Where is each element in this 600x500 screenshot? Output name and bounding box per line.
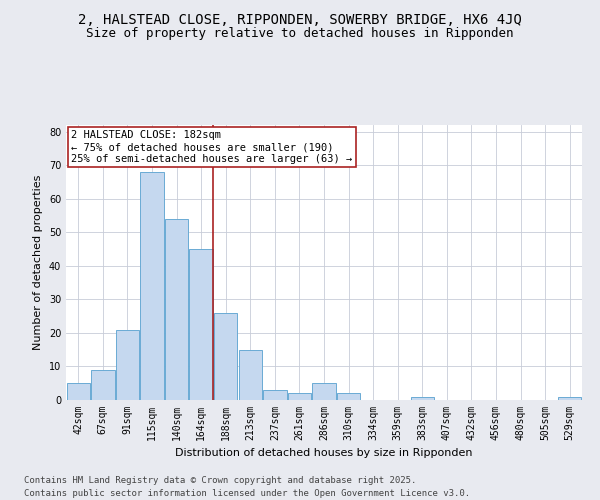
Bar: [190, 249, 213, 400]
X-axis label: Distribution of detached houses by size in Ripponden: Distribution of detached houses by size …: [175, 448, 473, 458]
Bar: [313, 383, 335, 400]
Text: Contains HM Land Registry data © Crown copyright and database right 2025.: Contains HM Land Registry data © Crown c…: [24, 476, 416, 485]
Bar: [410, 396, 434, 400]
Bar: [263, 390, 287, 400]
Bar: [288, 394, 311, 400]
Bar: [165, 219, 188, 400]
Bar: [67, 383, 90, 400]
Bar: [140, 172, 164, 400]
Y-axis label: Number of detached properties: Number of detached properties: [33, 175, 43, 350]
Bar: [337, 394, 360, 400]
Bar: [239, 350, 262, 400]
Text: 2 HALSTEAD CLOSE: 182sqm
← 75% of detached houses are smaller (190)
25% of semi-: 2 HALSTEAD CLOSE: 182sqm ← 75% of detach…: [71, 130, 352, 164]
Text: Contains public sector information licensed under the Open Government Licence v3: Contains public sector information licen…: [24, 489, 470, 498]
Text: 2, HALSTEAD CLOSE, RIPPONDEN, SOWERBY BRIDGE, HX6 4JQ: 2, HALSTEAD CLOSE, RIPPONDEN, SOWERBY BR…: [78, 12, 522, 26]
Text: Size of property relative to detached houses in Ripponden: Size of property relative to detached ho…: [86, 28, 514, 40]
Bar: [558, 396, 581, 400]
Bar: [116, 330, 139, 400]
Bar: [214, 313, 238, 400]
Bar: [91, 370, 115, 400]
